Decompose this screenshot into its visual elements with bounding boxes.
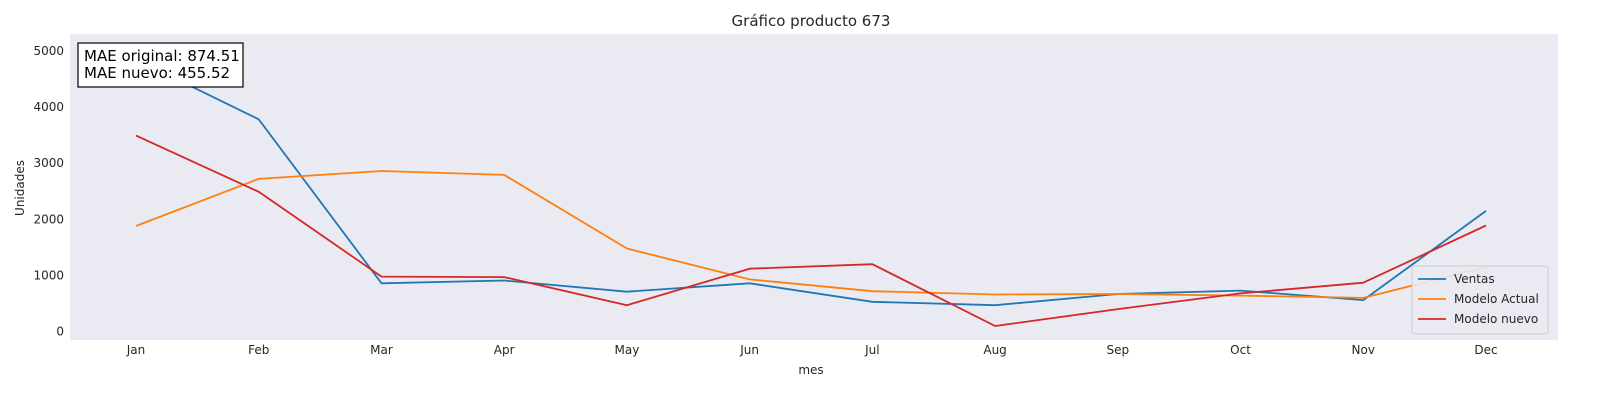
y-axis-label: Unidades (13, 160, 27, 216)
x-tick-label-jan: Jan (126, 343, 146, 357)
x-tick-label-aug: Aug (983, 343, 1006, 357)
mae-nuevo-text: MAE nuevo: 455.52 (84, 64, 230, 82)
x-tick-label-feb: Feb (248, 343, 269, 357)
y-tick-label-1000: 1000 (33, 268, 64, 282)
chart-title: Gráfico producto 673 (732, 12, 891, 30)
legend: Ventas Modelo Actual Modelo nuevo (1411, 265, 1549, 335)
mae-annotation-box (77, 42, 244, 88)
x-axis-label: mes (798, 363, 823, 377)
y-tick-label-2000: 2000 (33, 212, 64, 226)
x-tick-label-dec: Dec (1474, 343, 1497, 357)
x-tick-label-oct: Oct (1230, 343, 1251, 357)
legend-label-ventas: Ventas (1454, 272, 1495, 286)
plot-background (70, 34, 1558, 340)
legend-box (1411, 265, 1549, 335)
x-tick-label-jun: Jun (739, 343, 759, 357)
mae-annotation: MAE original: 874.51 MAE nuevo: 455.52 (77, 42, 244, 88)
legend-label-modelo-nuevo: Modelo nuevo (1454, 312, 1538, 326)
y-axis-ticks: 0 1000 2000 3000 4000 5000 (33, 44, 64, 339)
x-tick-label-sep: Sep (1107, 343, 1130, 357)
y-tick-label-4000: 4000 (33, 100, 64, 114)
x-tick-label-nov: Nov (1352, 343, 1375, 357)
x-tick-label-may: May (615, 343, 640, 357)
x-axis-ticks: Jan Feb Mar Apr May Jun Jul Aug Sep Oct Nov Dec (126, 343, 1498, 357)
legend-label-modelo-actual: Modelo Actual (1454, 292, 1539, 306)
series-line-modelo-actual (135, 170, 1487, 299)
mae-original-text: MAE original: 874.51 (84, 47, 240, 65)
x-tick-label-apr: Apr (494, 343, 515, 357)
y-tick-label-0: 0 (56, 325, 64, 339)
x-tick-label-mar: Mar (370, 343, 393, 357)
series-line-modelo-nuevo (135, 134, 1487, 327)
series-lines (135, 58, 1487, 327)
y-tick-label-5000: 5000 (33, 44, 64, 58)
x-tick-label-jul: Jul (864, 343, 879, 357)
y-tick-label-3000: 3000 (33, 156, 64, 170)
